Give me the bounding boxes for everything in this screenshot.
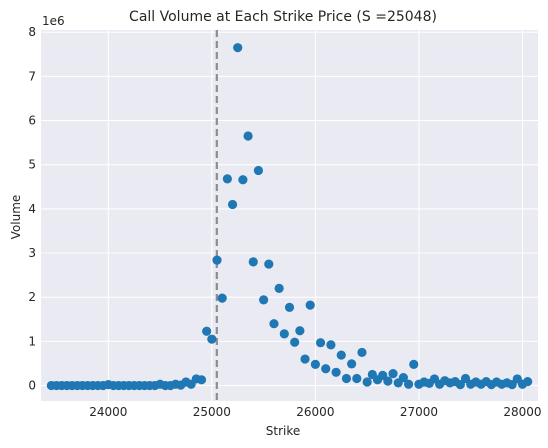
data-point bbox=[227, 199, 238, 210]
data-point bbox=[347, 359, 357, 369]
data-point bbox=[264, 259, 274, 269]
y-axis-label: Volume bbox=[9, 195, 23, 240]
data-point bbox=[383, 376, 393, 386]
data-point bbox=[284, 302, 295, 312]
data-point bbox=[269, 319, 279, 329]
data-point bbox=[321, 364, 331, 374]
data-point bbox=[362, 377, 372, 387]
y-tick-label: 3 bbox=[28, 246, 36, 260]
chart-title: Call Volume at Each Strike Price (S =250… bbox=[129, 9, 437, 25]
data-point bbox=[300, 354, 310, 364]
data-point bbox=[352, 373, 362, 384]
data-point bbox=[357, 347, 367, 358]
data-point bbox=[238, 175, 248, 185]
data-point bbox=[259, 295, 269, 305]
y-tick-label: 4 bbox=[28, 202, 36, 216]
data-point bbox=[455, 380, 465, 390]
data-points bbox=[46, 43, 533, 391]
y-tick-labels: 0 1 2 3 4 5 6 7 8 bbox=[28, 25, 36, 392]
plot-area bbox=[41, 30, 538, 401]
data-point bbox=[409, 359, 419, 369]
data-point bbox=[331, 367, 341, 377]
y-tick-label: 0 bbox=[28, 379, 36, 393]
data-point bbox=[295, 326, 305, 336]
data-point bbox=[388, 369, 398, 379]
data-point bbox=[326, 340, 336, 350]
x-tick-label: 25000 bbox=[193, 405, 231, 419]
data-point bbox=[305, 300, 315, 310]
data-point bbox=[212, 255, 222, 265]
data-point bbox=[523, 376, 533, 387]
data-point bbox=[217, 293, 227, 303]
x-axis-label: Strike bbox=[266, 424, 301, 438]
x-tick-label: 24000 bbox=[89, 405, 127, 419]
data-point bbox=[243, 131, 253, 141]
data-point bbox=[398, 372, 408, 383]
data-point bbox=[336, 350, 346, 360]
data-point bbox=[202, 326, 212, 336]
y-tick-label: 1 bbox=[28, 334, 36, 348]
y-tick-label: 2 bbox=[28, 290, 36, 304]
x-tick-labels: 24000 25000 26000 27000 28000 bbox=[89, 405, 541, 419]
data-point bbox=[279, 329, 289, 339]
x-tick-label: 26000 bbox=[296, 405, 334, 419]
x-tick-label: 28000 bbox=[503, 405, 541, 419]
data-point bbox=[207, 334, 217, 344]
y-tick-label: 7 bbox=[28, 69, 36, 83]
x-tick-label: 27000 bbox=[400, 405, 438, 419]
data-point bbox=[403, 379, 414, 389]
data-point bbox=[290, 337, 300, 347]
data-point bbox=[233, 43, 243, 53]
y-tick-label: 6 bbox=[28, 114, 36, 128]
data-point bbox=[248, 257, 258, 267]
data-point bbox=[315, 338, 326, 348]
data-point bbox=[341, 373, 352, 384]
grid-lines bbox=[41, 30, 538, 401]
data-point bbox=[253, 165, 264, 176]
y-tick-label: 5 bbox=[28, 158, 36, 172]
data-point bbox=[222, 174, 232, 184]
data-point bbox=[196, 375, 207, 385]
data-point bbox=[274, 283, 284, 293]
y-axis-offset-text: 1e6 bbox=[42, 14, 65, 28]
y-tick-label: 8 bbox=[28, 25, 36, 39]
data-point bbox=[310, 359, 320, 369]
